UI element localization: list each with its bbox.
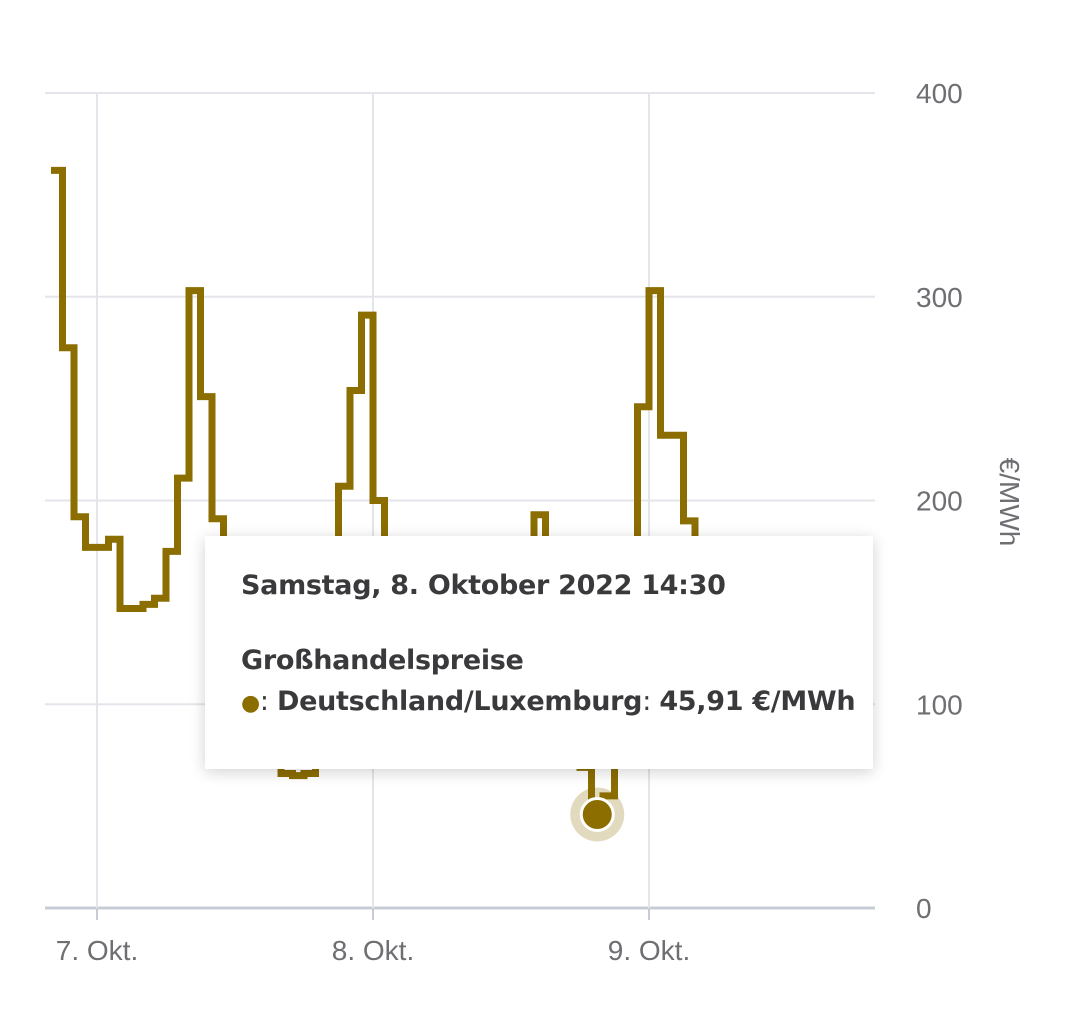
y-tick-label: 0 xyxy=(916,893,932,924)
tooltip-separator: : xyxy=(642,686,660,717)
series-dot-icon: ● xyxy=(241,691,260,716)
tooltip-series-row: ●: Deutschland/Luxemburg: 45,91 €/MWh xyxy=(241,686,873,717)
tooltip-group-title: Großhandelspreise xyxy=(241,645,524,676)
y-tick-label: 400 xyxy=(916,78,963,109)
grid xyxy=(45,92,875,920)
tooltip: Samstag, 8. Oktober 2022 14:30 Großhande… xyxy=(205,536,873,769)
y-axis-label: €/MWh xyxy=(994,458,1025,547)
tooltip-value: 45,91 €/MWh xyxy=(659,686,856,717)
highlight-marker[interactable] xyxy=(570,787,625,842)
tooltip-date: Samstag, 8. Oktober 2022 14:30 xyxy=(241,570,726,601)
axes: 0 100 200 300 400 7. Okt. 8. Okt. 9. Okt. €/MWh xyxy=(56,78,1025,966)
tooltip-prefix: : xyxy=(259,686,277,717)
y-tick-label: 300 xyxy=(916,282,963,313)
tooltip-series-name: Deutschland/Luxemburg xyxy=(277,686,643,717)
x-tick-label: 8. Okt. xyxy=(332,935,414,966)
y-tick-label: 100 xyxy=(916,689,963,720)
x-tick-label: 9. Okt. xyxy=(608,935,690,966)
highlight-point[interactable] xyxy=(579,796,615,832)
y-tick-label: 200 xyxy=(916,486,963,517)
x-tick-label: 7. Okt. xyxy=(56,935,138,966)
